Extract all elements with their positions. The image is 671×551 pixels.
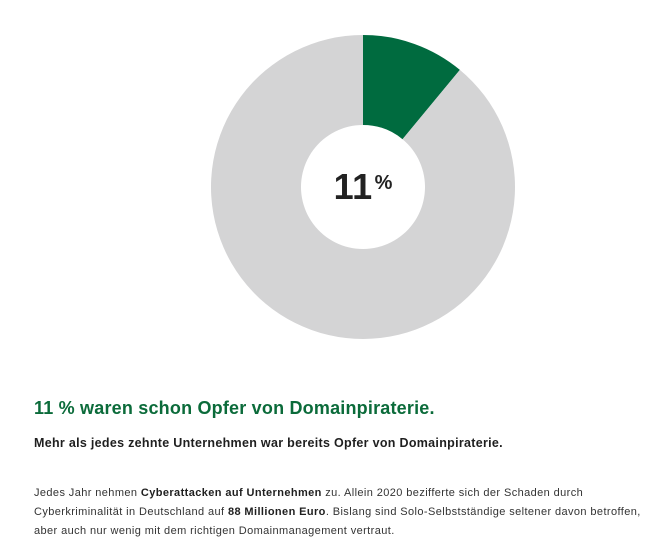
subhead: Mehr als jedes zehnte Unternehmen war be… [34, 436, 503, 450]
body-bold-1: Cyberattacken auf Unternehmen [140, 487, 322, 499]
headline: 11 % waren schon Opfer von Domainpirater… [34, 398, 435, 418]
body-text-1: Jedes Jahr nehmen [34, 487, 141, 499]
body-bold-2: 88 Millionen Euro [227, 506, 326, 518]
body-text-3: . Bislang sind Solo-Selbstständige selte… [34, 506, 641, 537]
donut-slice-1 [210, 35, 515, 339]
donut-chart: 11 % [210, 34, 516, 340]
donut-slice-0 [363, 35, 460, 140]
body-text-2: zu. Allein 2020 bezifferte sich der Scha… [34, 487, 584, 518]
donut-chart-svg [210, 35, 515, 339]
body-paragraph: Jedes Jahr nehmen Cyberattacken auf Unte… [34, 484, 654, 541]
